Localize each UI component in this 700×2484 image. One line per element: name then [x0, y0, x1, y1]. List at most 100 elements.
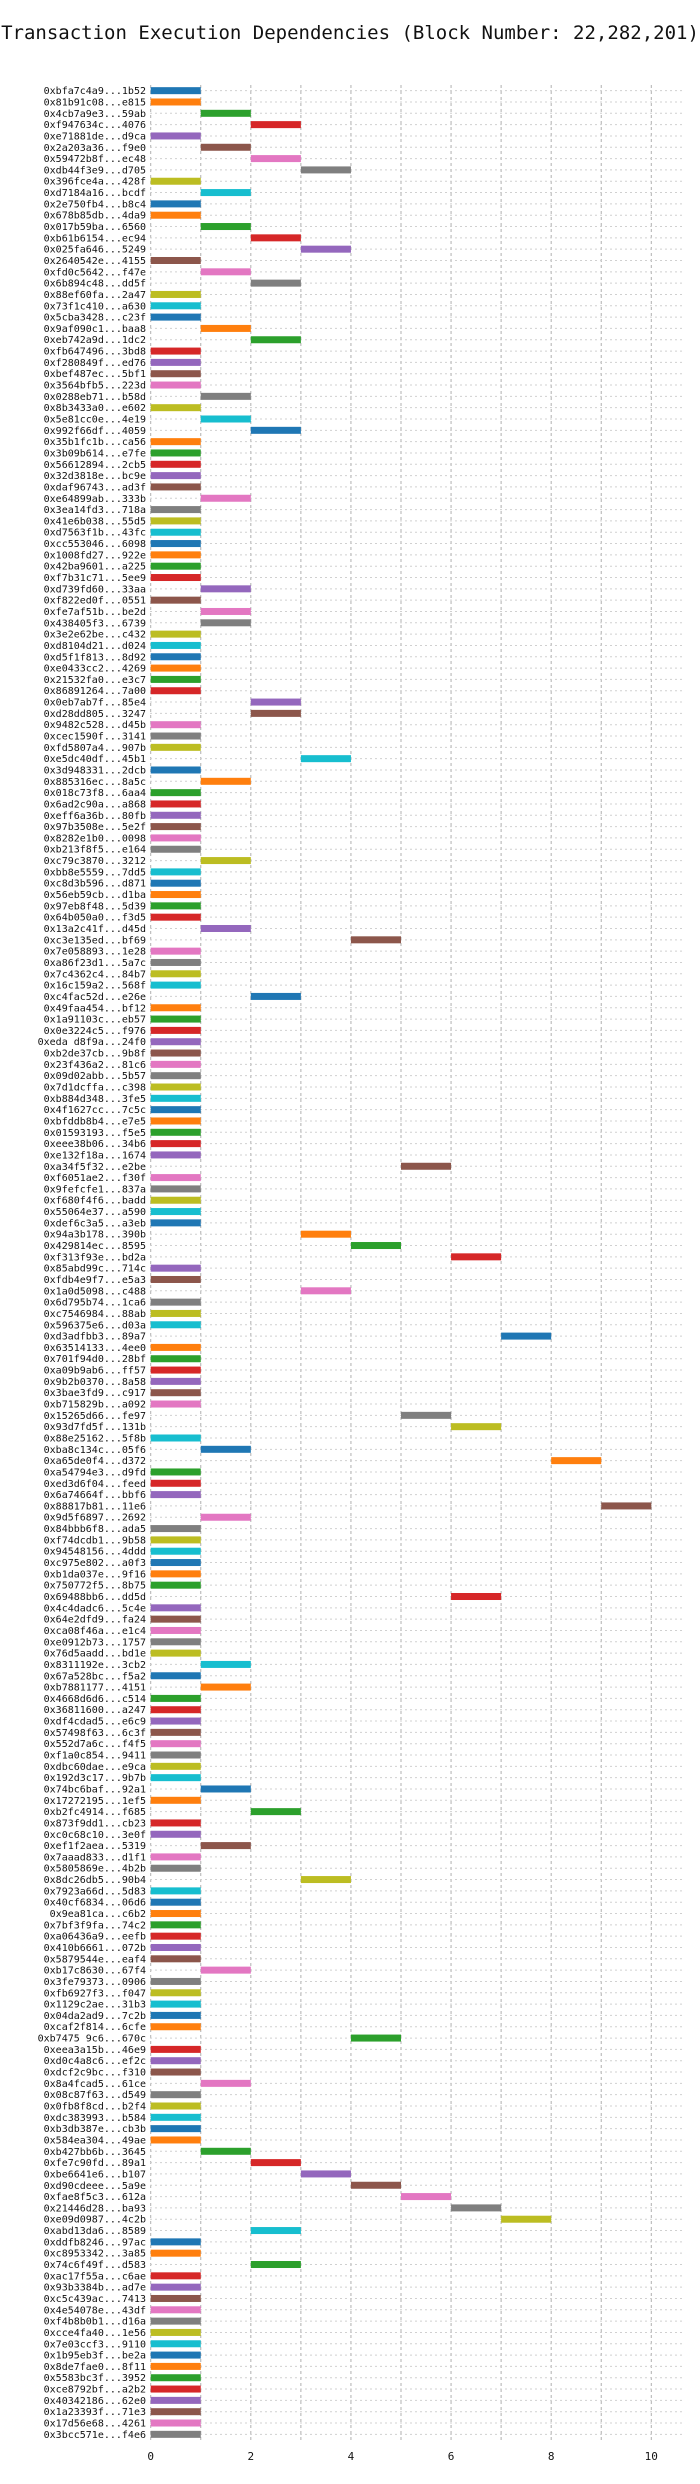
y-tick-label: 0x6b894c48...dd5f — [44, 279, 146, 290]
transaction-bar — [150, 449, 201, 457]
transaction-bar — [350, 2034, 401, 2042]
transaction-bar — [200, 1513, 251, 1521]
y-tick-label: 0x3e2e62be...c432 — [44, 630, 146, 641]
y-tick-label: 0x0fb8f8cd...b2f4 — [44, 2101, 146, 2112]
y-tick-label: 0x57498f63...6c3f — [44, 1728, 146, 1739]
y-tick-label: 0x7d1dcffa...c398 — [44, 1083, 146, 1094]
y-tick-label: 0x7923a66d...5d83 — [44, 1886, 146, 1897]
transaction-bar — [150, 1491, 201, 1499]
y-tick-label: 0x596375e6...d03a — [44, 1320, 146, 1331]
transaction-bar — [250, 279, 301, 287]
transaction-bar — [150, 1083, 201, 1091]
transaction-bar — [150, 721, 201, 729]
transaction-bar — [300, 1876, 351, 1884]
transaction-bar — [150, 2408, 201, 2416]
transaction-bar — [150, 2249, 201, 2257]
y-tick-label: 0xbfddb8b4...e7e5 — [44, 1116, 146, 1127]
transaction-bar — [150, 483, 201, 491]
y-tick-label: 0x2a203a36...f9e0 — [44, 143, 146, 154]
transaction-bar — [150, 517, 201, 525]
transaction-bar — [200, 324, 251, 332]
transaction-bar — [200, 1660, 251, 1668]
y-tick-label: 0x7e03ccf3...9110 — [44, 2339, 146, 2350]
transaction-bar — [150, 1887, 201, 1895]
y-tick-label: 0xdef6c3a5...a3eb — [44, 1218, 146, 1229]
y-tick-label: 0x64b050a0...f3d5 — [44, 913, 146, 924]
transaction-bar — [200, 2079, 251, 2087]
y-tick-label: 0xb884d348...3fe5 — [44, 1094, 146, 1105]
y-tick-label: 0x84bbb6f8...ada5 — [44, 1524, 146, 1535]
transaction-bar — [150, 1649, 201, 1657]
y-tick-label: 0xfae8f5c3...612a — [44, 2192, 146, 2203]
transaction-bar — [150, 2113, 201, 2121]
transaction-bar — [150, 1140, 201, 1148]
y-tick-label: 0xc4fac52d...e26e — [44, 992, 146, 1003]
y-tick-label: 0x0eb7ab7f...85e4 — [44, 698, 146, 709]
y-tick-label: 0xd7184a16...bcdf — [44, 188, 146, 199]
transaction-bar — [150, 1355, 201, 1363]
transaction-bar — [150, 1943, 201, 1951]
transaction-bar — [150, 2045, 201, 2053]
transaction-bar — [300, 166, 351, 174]
transaction-bar — [150, 1706, 201, 1714]
y-tick-label: 0x8282e1b0...0098 — [44, 833, 146, 844]
transaction-bar — [150, 879, 201, 887]
y-tick-label: 0x9fefcfe1...837a — [44, 1184, 146, 1195]
y-tick-label: 0x4c4dadc6...5c4e — [44, 1603, 146, 1614]
y-tick-label: 0x93b3384b...ad7e — [44, 2283, 146, 2294]
transaction-bar — [150, 1343, 201, 1351]
y-tick-label: 0x01593193...f5e5 — [44, 1128, 146, 1139]
transaction-bar — [150, 2272, 201, 2280]
y-tick-label: 0xb2fc4914...f685 — [44, 1807, 146, 1818]
y-tick-label: 0xe5dc40df...45b1 — [44, 754, 146, 765]
y-tick-label: 0xe09d0987...4c2b — [44, 2215, 146, 2226]
transaction-bar — [150, 1026, 201, 1034]
y-tick-label: 0x40cf6834...06d6 — [44, 1898, 146, 1909]
transaction-bar — [150, 1581, 201, 1589]
y-tick-label: 0x64e2dfd9...fa24 — [44, 1615, 146, 1626]
transaction-bar — [200, 143, 251, 151]
y-tick-label: 0xc7546984...88ab — [44, 1309, 146, 1320]
y-tick-label: 0x9af090c1...baa8 — [44, 324, 146, 335]
transaction-bar — [150, 970, 201, 978]
transaction-bar — [150, 1570, 201, 1578]
y-tick-label: 0x74c6f49f...d583 — [44, 2260, 146, 2271]
y-tick-label: 0x5e81cc0e...4e19 — [44, 415, 146, 426]
transaction-bar — [150, 540, 201, 548]
transaction-bar — [150, 506, 201, 514]
y-tick-label: 0x4668d6d6...c514 — [44, 1694, 146, 1705]
y-tick-label: 0xc79c3870...3212 — [44, 856, 146, 867]
transaction-bar — [150, 1400, 201, 1408]
transaction-bar — [150, 1864, 201, 1872]
transaction-bar — [200, 1445, 251, 1453]
y-tick-label: 0x7c4362c4...84b7 — [44, 969, 146, 980]
y-tick-label: 0x6d795b74...1ca6 — [44, 1298, 146, 1309]
y-tick-label: 0xd5f1f813...8d92 — [44, 652, 146, 663]
transaction-bar — [150, 1196, 201, 1204]
transaction-bar — [150, 177, 201, 185]
y-tick-label: 0x63514133...4ee0 — [44, 1343, 146, 1354]
transaction-bar — [200, 392, 251, 400]
y-tick-label: 0x36811600...a247 — [44, 1705, 146, 1716]
y-tick-label: 0xef1f2aea...5319 — [44, 1841, 146, 1852]
transaction-bar — [150, 290, 201, 298]
transaction-bar — [451, 1423, 502, 1431]
transaction-bar — [150, 2011, 201, 2019]
y-tick-label: 0xdc383993...b584 — [44, 2113, 146, 2124]
transaction-bar — [150, 596, 201, 604]
y-tick-label: 0xe0433cc2...4269 — [44, 664, 146, 675]
transaction-bar — [250, 698, 301, 706]
transaction-bar — [150, 1366, 201, 1374]
transaction-bar — [150, 845, 201, 853]
y-tick-label: 0x88e25162...5f8b — [44, 1433, 146, 1444]
y-tick-label: 0x3bcc571e...f4e6 — [44, 2430, 146, 2441]
transaction-bar — [150, 2000, 201, 2008]
y-tick-label: 0x6a74664f...bbf6 — [44, 1490, 146, 1501]
transaction-bar — [150, 1740, 201, 1748]
transaction-bar — [150, 789, 201, 797]
transaction-bar — [150, 1525, 201, 1533]
y-tick-label: 0xeea3a15b...46e9 — [44, 2045, 146, 2056]
x-tick-label: 0 — [147, 2450, 154, 2463]
y-tick-label: 0xed3d6f04...feed — [44, 1479, 146, 1490]
